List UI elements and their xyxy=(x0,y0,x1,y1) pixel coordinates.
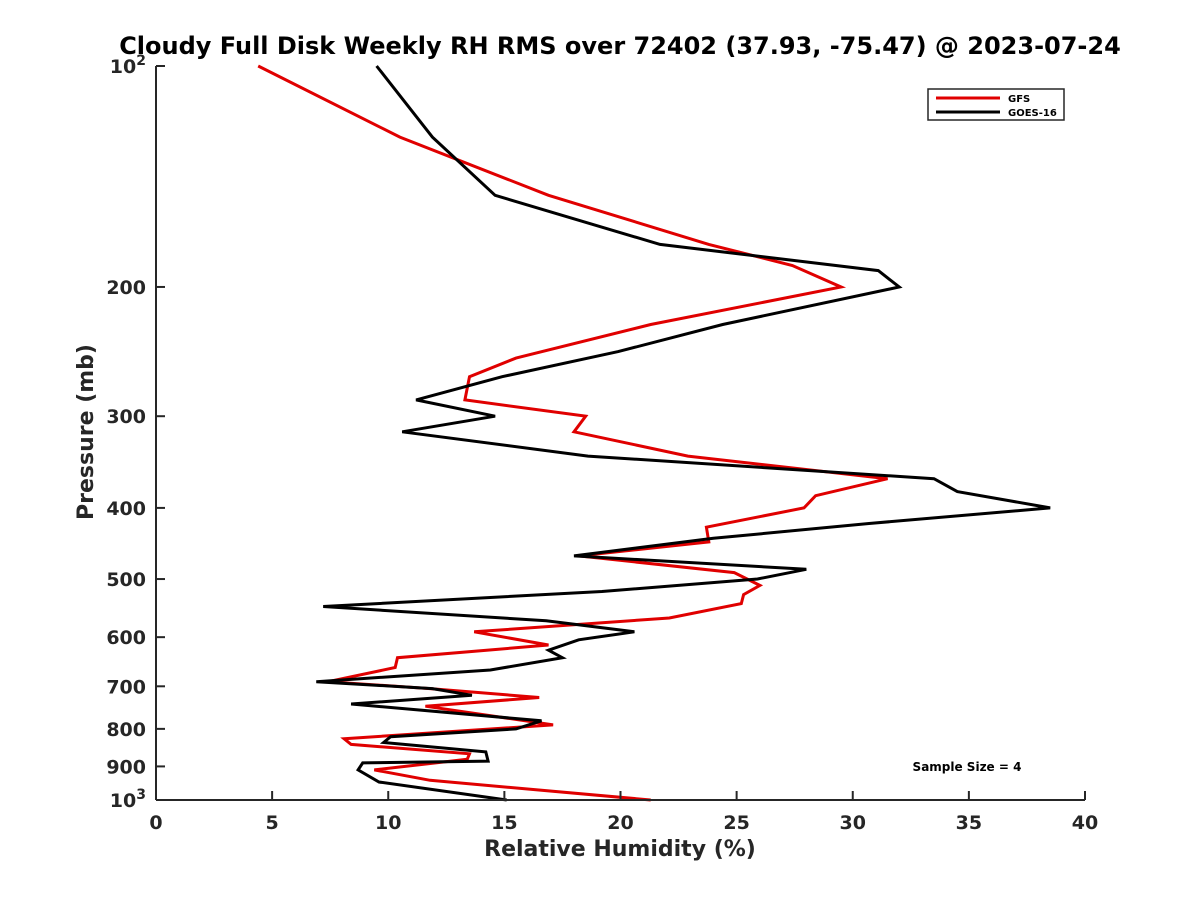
y-axis-ticks: 102 200 300 400 500 600 700 800 900 103 xyxy=(106,53,165,812)
x-tick-label: 25 xyxy=(723,812,749,834)
x-tick-label: 40 xyxy=(1072,812,1098,834)
x-tick-label: 20 xyxy=(607,812,633,834)
x-tick-label: 30 xyxy=(840,812,866,834)
x-axis-ticks: 0 5 10 15 20 25 30 35 40 xyxy=(149,791,1098,834)
y-tick-label: 600 xyxy=(106,627,146,649)
y-tick-label: 900 xyxy=(106,756,146,778)
x-tick-label: 10 xyxy=(375,812,401,834)
y-tick-label: 500 xyxy=(106,569,146,591)
y-tick-label: 200 xyxy=(106,277,146,299)
sample-size-annotation: Sample Size = 4 xyxy=(913,760,1022,774)
y-tick-label: 800 xyxy=(106,719,146,741)
y-tick-label: 102 xyxy=(110,53,146,78)
x-tick-label: 5 xyxy=(266,812,279,834)
x-axis-label: Relative Humidity (%) xyxy=(484,837,756,862)
series-line-gfs xyxy=(257,64,888,802)
axes xyxy=(155,66,1085,801)
plot-area xyxy=(257,64,1051,802)
y-tick-label: 400 xyxy=(106,498,146,520)
x-tick-label: 15 xyxy=(491,812,517,834)
y-axis-label: Pressure (mb) xyxy=(74,344,99,520)
y-tick-label: 103 xyxy=(110,787,146,812)
legend-label: GOES-16 xyxy=(1008,108,1057,119)
x-tick-label: 0 xyxy=(149,812,162,834)
y-tick-label: 300 xyxy=(106,406,146,428)
legend: GFS GOES-16 xyxy=(927,88,1065,121)
chart-title: Cloudy Full Disk Weekly RH RMS over 7240… xyxy=(119,32,1121,60)
x-tick-label: 35 xyxy=(956,812,982,834)
y-tick-label: 700 xyxy=(106,676,146,698)
legend-label: GFS xyxy=(1008,94,1030,105)
series-line-goes16 xyxy=(316,65,1051,802)
legend-box xyxy=(927,88,1065,121)
